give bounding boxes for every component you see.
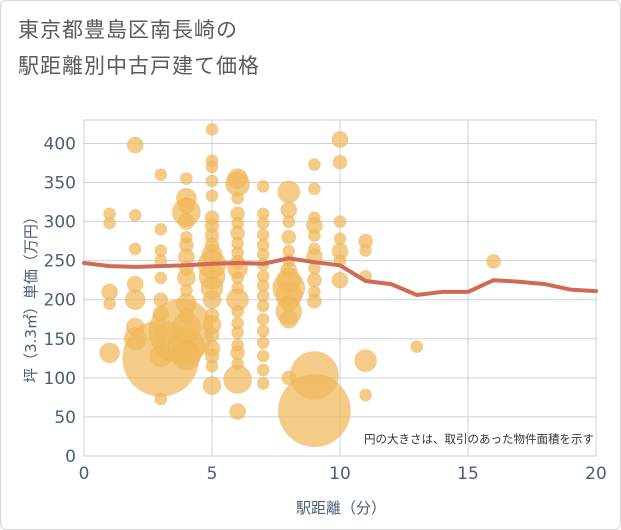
bubble-point [103,216,116,230]
y-axis-title: 坪（3.3㎡）単価（万円） [22,209,40,383]
y-tick-label: 100 [44,369,76,389]
bubble-point [331,271,349,289]
bubble-point [306,272,322,288]
bubble-point [359,244,373,257]
bubble-point [277,180,301,204]
bubble-point [256,336,270,350]
bubble-point [154,222,168,236]
y-tick-label: 400 [44,134,76,154]
bubble-point [307,158,321,171]
bubble-point [256,376,270,390]
bubble-point [229,403,247,420]
x-tick-label: 5 [207,464,218,484]
bubble-layer [99,122,502,448]
bubble-point [277,374,351,448]
bubble-point [231,305,245,318]
bubble-point [486,254,502,269]
bubble-point [124,289,146,311]
bubble-point [333,215,347,228]
bubble-point [279,309,299,329]
bubble-point [154,271,168,285]
bubble-point [256,312,270,326]
bubble-point [128,208,142,222]
bubble-point [307,182,321,196]
bubble-point [223,365,253,394]
bubble-point [282,215,296,228]
bubble-point [359,388,373,402]
x-tick-label: 15 [457,464,479,484]
bubble-point [307,229,321,243]
bubble-point [205,122,219,136]
bubble-point [103,297,116,311]
bubble-point [331,131,349,148]
bubble-point [205,359,219,373]
bubble-point [306,293,322,309]
y-tick-label: 350 [44,174,76,194]
y-tick-label: 200 [44,291,76,311]
y-tick-label: 300 [44,213,76,233]
bubble-point [281,229,297,245]
y-tick-label: 150 [44,330,76,350]
axes: 0 50 100 150 200 250 300 350 400 0 5 10 15 20 [44,134,607,484]
bubble-point [231,191,245,205]
bubble-point [256,349,270,363]
bubble-point [256,363,270,377]
bubble-point [410,340,424,354]
bubble-point [205,189,219,203]
bubble-point [202,376,222,396]
bubble-point [332,154,348,170]
bubble-point [256,216,270,230]
bubble-point [256,299,270,313]
bubble-point [178,307,194,323]
trend-line-layer [82,256,598,297]
bubble-point [256,324,270,338]
bubble-point [231,326,245,339]
y-tick-label: 0 [65,447,76,467]
bubble-point [179,172,193,186]
bubble-point [205,174,219,188]
bubble-point [177,213,195,230]
bubble-point [202,290,222,310]
bubble-point [126,136,144,154]
x-axis-title: 駅距離（分） [296,499,386,517]
y-tick-label: 50 [54,408,76,428]
x-tick-label: 0 [79,464,90,484]
bubble-point [205,160,219,174]
chart-title-line2: 駅距離別中古戸建て価格 [18,54,260,78]
bubble-point [154,168,168,182]
average-price-line [82,256,598,297]
x-tick-label: 10 [329,464,351,484]
chart-title-line1: 東京都豊島区南長崎の [18,18,238,42]
y-tick-label: 250 [44,252,76,272]
x-tick-label: 20 [585,464,607,484]
bubble-point [256,180,270,193]
bubble-point [99,342,120,364]
bubble-point [171,341,201,371]
bubble-size-note: 円の大きさは、取引のあった物件面積を示す [364,432,594,446]
bubble-point [128,242,142,256]
bubble-point [354,349,378,373]
